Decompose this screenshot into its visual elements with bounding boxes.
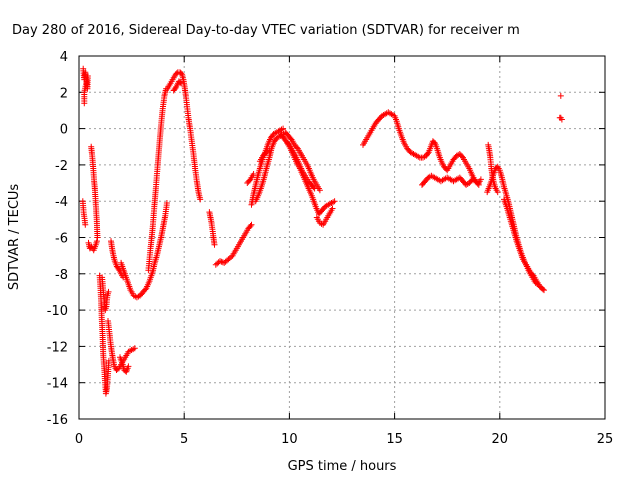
grid — [79, 56, 605, 419]
y-tick-label: -16 — [47, 413, 68, 428]
data-point — [331, 198, 338, 205]
data-point — [125, 363, 132, 370]
x-tick-label: 20 — [492, 432, 509, 447]
data-point — [163, 200, 170, 206]
y-tick-label: 4 — [60, 50, 68, 65]
data-point — [558, 116, 565, 123]
data-point — [541, 287, 547, 294]
y-axis-label: SDTVAR / TECUs — [7, 184, 22, 291]
data-point — [280, 125, 287, 132]
y-axis-ticks: -16 -14 -12 -10 -8 -6 -4 -2 0 2 4 — [47, 50, 605, 428]
data-point — [494, 189, 501, 196]
data-point — [458, 153, 465, 160]
data-point — [219, 259, 226, 266]
x-axis-label: GPS time / hours — [288, 459, 397, 474]
data-point — [557, 92, 564, 99]
data-point — [94, 234, 101, 241]
data-point — [310, 184, 317, 191]
data-point — [172, 85, 179, 92]
y-tick-label: -10 — [47, 304, 68, 319]
x-tick-label: 5 — [180, 432, 188, 447]
data-point — [247, 223, 254, 229]
data-points — [79, 65, 565, 397]
data-point — [477, 176, 484, 183]
y-tick-label: -2 — [55, 159, 68, 174]
y-tick-label: -4 — [55, 195, 68, 210]
x-tick-label: 15 — [386, 432, 403, 447]
y-tick-label: -6 — [55, 232, 68, 247]
data-point — [81, 100, 88, 107]
chart-title: Day 280 of 2016, Sidereal Day-to-day VTE… — [12, 23, 520, 38]
data-point — [228, 253, 235, 260]
x-tick-label: 25 — [597, 432, 614, 447]
y-tick-label: -8 — [55, 268, 68, 283]
data-point — [316, 187, 323, 194]
data-point — [178, 80, 184, 87]
data-point — [217, 258, 223, 265]
x-tick-label: 0 — [75, 432, 83, 447]
data-point — [266, 147, 273, 154]
data-point — [535, 281, 542, 288]
data-point — [82, 221, 89, 228]
y-tick-label: 0 — [60, 123, 68, 138]
y-tick-label: 2 — [60, 86, 68, 101]
data-point — [539, 286, 546, 293]
plot-frame — [78, 55, 606, 420]
data-point — [177, 79, 183, 86]
data-point — [211, 241, 218, 248]
y-tick-label: -14 — [47, 377, 68, 392]
data-point — [248, 221, 255, 228]
data-point — [131, 345, 138, 352]
y-tick-label: -12 — [47, 340, 68, 355]
x-tick-label: 10 — [281, 432, 298, 447]
x-axis-ticks: 0 5 10 15 20 25 — [75, 56, 613, 447]
data-point — [197, 196, 204, 203]
data-point — [105, 288, 112, 295]
data-point — [329, 205, 336, 212]
data-point — [93, 238, 100, 245]
